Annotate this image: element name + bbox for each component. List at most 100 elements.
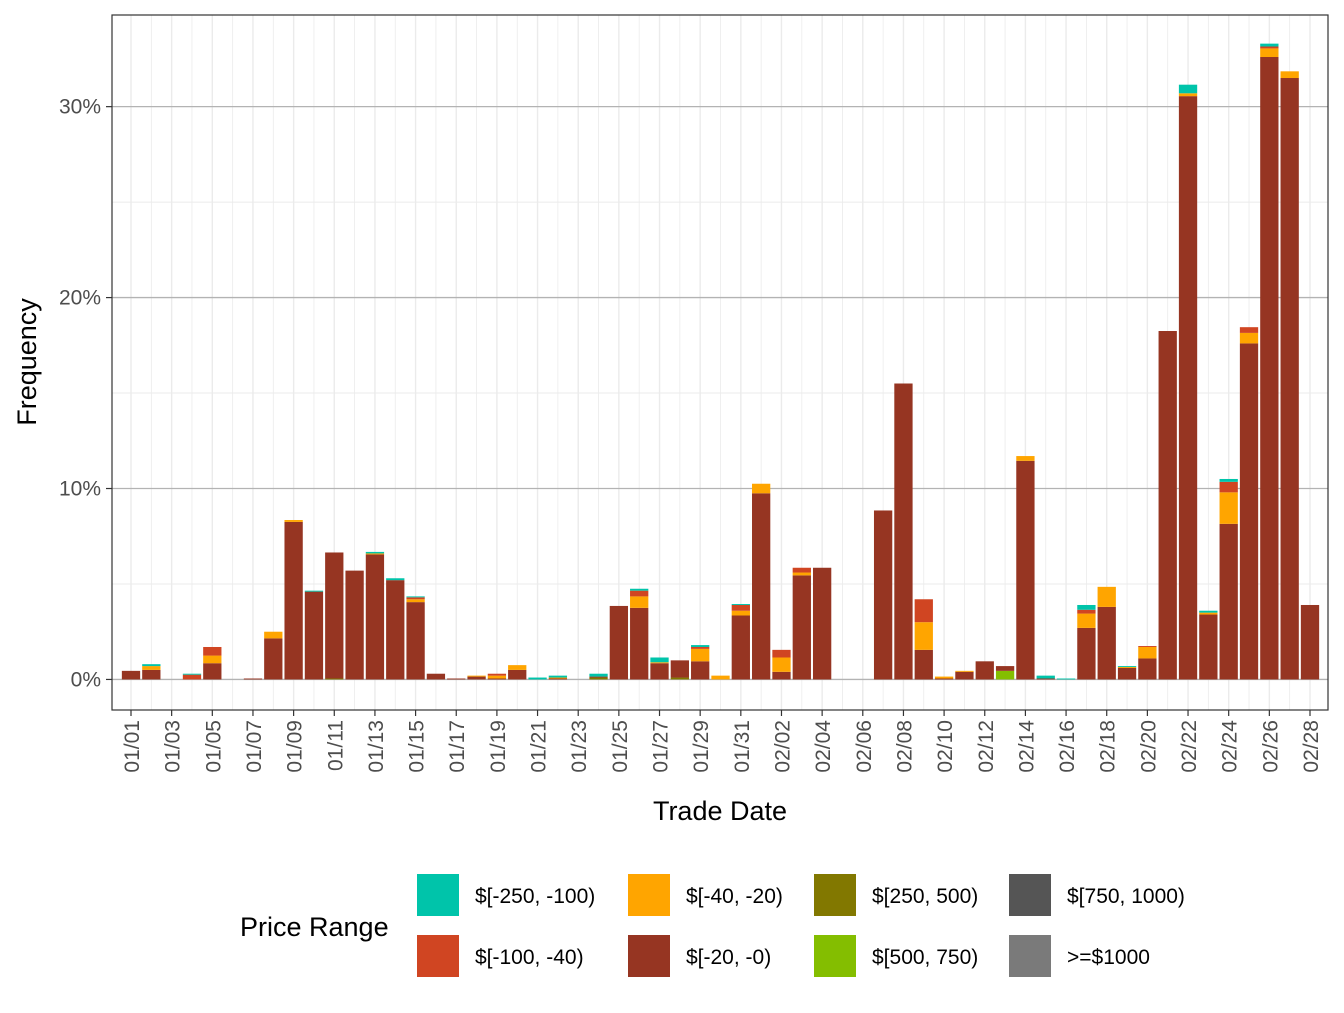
bar-segment bbox=[630, 596, 649, 608]
bar-segment bbox=[243, 678, 263, 680]
y-tick-label: 0% bbox=[71, 668, 101, 691]
bar-segment bbox=[670, 677, 689, 680]
x-tick-label: 01/27 bbox=[650, 720, 673, 773]
x-tick-label: 01/13 bbox=[365, 720, 388, 773]
x-tick-label: 02/28 bbox=[1300, 720, 1323, 773]
bar-segment bbox=[691, 646, 710, 649]
x-tick-label: 02/04 bbox=[812, 720, 835, 773]
bar-segment bbox=[467, 675, 486, 677]
bar-segment bbox=[325, 552, 344, 679]
bar-segment bbox=[1016, 460, 1035, 680]
x-tick-label: 01/03 bbox=[162, 720, 185, 773]
bar-segment bbox=[325, 678, 344, 680]
x-tick-label: 02/08 bbox=[893, 720, 916, 773]
legend-key bbox=[1009, 874, 1051, 916]
bar-segment bbox=[1219, 523, 1238, 680]
bar-segment bbox=[142, 669, 161, 680]
y-tick-label: 20% bbox=[59, 287, 101, 310]
bar-segment bbox=[1239, 332, 1259, 344]
bar-segment bbox=[548, 678, 568, 680]
bar-segment bbox=[873, 510, 893, 680]
bar-segment bbox=[1219, 481, 1238, 493]
bar-segment bbox=[731, 615, 750, 680]
bar-segment bbox=[589, 676, 608, 678]
x-tick-label: 02/16 bbox=[1056, 720, 1079, 773]
bar-segment bbox=[630, 590, 649, 597]
x-tick-label: 01/09 bbox=[284, 720, 307, 773]
bar-segment bbox=[1260, 48, 1279, 58]
bar-segment bbox=[1260, 57, 1279, 680]
bar-segment bbox=[203, 646, 222, 656]
bar-segment bbox=[548, 675, 568, 678]
legend-key bbox=[417, 874, 459, 916]
bar-segment bbox=[914, 649, 933, 680]
bar-segment bbox=[1178, 84, 1198, 94]
bar-segment bbox=[1280, 71, 1299, 79]
x-tick-label: 02/20 bbox=[1137, 720, 1160, 773]
bar-segment bbox=[1117, 667, 1137, 680]
bar-segment bbox=[365, 551, 385, 554]
bar-segment bbox=[1097, 606, 1116, 680]
bar-segment bbox=[1097, 586, 1116, 607]
bar-segment bbox=[792, 575, 811, 680]
x-tick-label: 02/22 bbox=[1178, 720, 1201, 773]
legend-key bbox=[628, 935, 670, 977]
bar-segment bbox=[1036, 675, 1055, 679]
bar-segment bbox=[609, 605, 629, 680]
x-tick-label: 02/14 bbox=[1015, 720, 1038, 773]
legend-title: Price Range bbox=[240, 912, 389, 942]
bar-segment bbox=[975, 661, 994, 680]
legend-key bbox=[628, 874, 670, 916]
y-tick-label: 10% bbox=[59, 478, 101, 501]
bar-segment bbox=[284, 520, 303, 522]
bar-segment bbox=[1056, 678, 1076, 680]
bar-segment bbox=[1117, 666, 1137, 668]
bar-segment bbox=[304, 591, 324, 680]
bar-segment bbox=[142, 664, 161, 667]
bar-segment bbox=[589, 677, 608, 680]
x-tick-label: 02/24 bbox=[1219, 720, 1242, 773]
bar-segment bbox=[508, 665, 527, 670]
bar-segment bbox=[731, 604, 750, 605]
legend-label: $[-20, -0) bbox=[686, 946, 771, 969]
y-axis: 0% 10% 20% 30% bbox=[59, 96, 112, 691]
legend: Price Range $[-250, -100) $[-100, -40) $[-… bbox=[240, 874, 1185, 977]
x-tick-label: 02/06 bbox=[853, 720, 876, 773]
bar-segment bbox=[914, 622, 933, 650]
x-tick-label: 02/02 bbox=[771, 720, 794, 773]
bar-segment bbox=[1158, 330, 1177, 680]
bar-segment bbox=[691, 645, 710, 647]
bar-segment bbox=[1239, 343, 1259, 680]
bar-segment bbox=[894, 383, 913, 680]
bar-segment bbox=[406, 596, 425, 598]
bar-segment bbox=[630, 607, 649, 680]
bar-segment bbox=[426, 673, 446, 680]
bar-segment bbox=[630, 588, 649, 591]
bar-segment bbox=[1239, 327, 1259, 333]
bar-segment bbox=[406, 602, 425, 680]
bar-segment bbox=[487, 673, 507, 676]
x-tick-label: 01/31 bbox=[731, 720, 754, 773]
x-tick-label: 01/23 bbox=[568, 720, 591, 773]
x-tick-label: 01/19 bbox=[487, 720, 510, 773]
bar-segment bbox=[752, 493, 771, 680]
bar-segment bbox=[467, 676, 486, 680]
bar-segment bbox=[650, 662, 669, 664]
bar-segment bbox=[487, 678, 507, 680]
bar-segment bbox=[691, 648, 710, 662]
panel-border bbox=[111, 14, 1329, 711]
x-tick-label: 01/07 bbox=[243, 720, 266, 773]
bar-segment bbox=[447, 678, 466, 680]
bar-segment bbox=[731, 604, 750, 611]
x-tick-label: 02/18 bbox=[1097, 720, 1120, 773]
bar-segment bbox=[406, 597, 425, 600]
bar-segment bbox=[528, 677, 547, 680]
x-tick-label: 01/21 bbox=[528, 720, 551, 773]
y-axis-title: Frequency bbox=[12, 298, 42, 426]
bar-segment bbox=[934, 678, 954, 680]
bar-segment bbox=[203, 655, 222, 664]
bar-segment bbox=[386, 580, 405, 680]
y-tick-label: 30% bbox=[59, 96, 101, 119]
x-axis: 01/01 01/03 01/05 01/07 01/09 01/11 01/13 01/15… bbox=[121, 710, 1323, 773]
legend-key bbox=[1009, 935, 1051, 977]
